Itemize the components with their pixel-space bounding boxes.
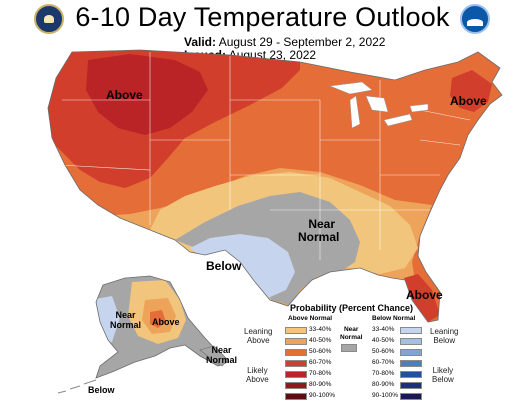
conus-outline [47,49,503,323]
valid-line: Valid: August 29 - September 2, 2022 [184,35,385,49]
legend-likely-above: Likely Above [246,366,269,384]
alaska-near-word-2: Normal [110,320,142,330]
legend-swatch-below-5 [400,382,422,389]
legend-swatch-above-4 [285,371,307,378]
legend-swatch-above-5 [285,382,307,389]
legend-label-below-4: 70-80% [372,370,395,377]
label-near-normal-central: Near Normal [298,218,339,244]
legend-label-above-4: 70-80% [309,370,332,377]
legend-swatch-below-3 [400,360,422,367]
legend-near-word-2: Normal [340,334,363,341]
legend-below-header: Below Normal [372,315,416,322]
legend-label-above-3: 60-70% [309,359,332,366]
great-lakes [329,81,429,129]
label-near-normal-alaska: Near Normal [110,310,141,330]
legend-title: Probability (Percent Chance) [290,303,414,313]
commerce-seal-icon [34,4,64,34]
leaning-below-word-2: Below [433,336,456,345]
leaning-above-word-2: Above [246,336,270,345]
label-near-normal-panhandle: Near Normal [206,345,237,365]
legend-label-below-5: 80-90% [372,381,395,388]
label-below-aleutians: Below [88,385,115,395]
legend-label-above-0: 33-40% [309,326,332,333]
label-above-florida: Above [406,288,443,302]
state-boundaries [59,52,471,260]
legend-swatch-above-1 [285,338,307,345]
page-title: 6-10 Day Temperature Outlook [75,2,450,32]
valid-dates: August 29 - September 2, 2022 [218,35,386,49]
legend-swatch-above-2 [285,349,307,356]
panhandle-near-word-2: Normal [206,355,238,365]
above-70-80-core [86,54,208,135]
above-60-70-florida [404,274,440,322]
above-60-70-northeast [450,70,492,112]
legend-swatch-below-6 [400,393,422,400]
label-above-northeast: Above [450,94,487,108]
label-above-west: Above [106,88,143,102]
alaska-outline [95,275,229,379]
alaska-panhandle [199,345,229,367]
alaska-above-50-60 [150,310,166,328]
likely-below-word-1: Likely [432,366,454,375]
legend-swatch-below-1 [400,338,422,345]
leaning-below-word-1: Leaning [430,327,459,336]
likely-below-word-2: Below [432,375,454,384]
label-above-alaska: Above [152,317,180,327]
likely-above-word-2: Above [246,375,269,384]
legend-likely-below: Likely Below [432,366,454,384]
leaning-above-word-1: Leaning [244,327,273,336]
legend-swatch-below-4 [400,371,422,378]
panhandle-near-word-1: Near [211,345,232,355]
legend-label-above-1: 40-50% [309,337,332,344]
near-normal-word-2: Normal [298,230,340,244]
legend-near-word-1: Near [343,326,359,333]
legend-swatch-above-3 [285,360,307,367]
legend-swatch-below-0 [400,327,422,334]
legend-label-below-6: 90-100% [372,392,399,399]
legend-swatch-above-6 [285,393,307,400]
legend-leaning-above: Leaning Above [244,327,272,345]
legend-label-below-3: 60-70% [372,359,395,366]
legend-swatch-above-0 [285,327,307,334]
likely-above-word-1: Likely [247,366,268,375]
legend-label-below-0: 33-40% [372,326,395,333]
legend-label-above-6: 90-100% [309,392,336,399]
near-normal-word-1: Near [308,217,336,231]
legend-leaning-below: Leaning Below [430,327,458,345]
aleutian-islands [57,379,97,394]
conus-probability-layers [48,50,502,322]
noaa-logo-icon [460,4,490,34]
alaska-near-word-1: Near [115,310,136,320]
legend-label-above-5: 80-90% [309,381,332,388]
legend-label-above-2: 50-60% [309,348,332,355]
legend-swatch-near-normal [341,344,357,352]
legend-label-below-2: 50-60% [372,348,395,355]
legend-swatch-below-2 [400,349,422,356]
label-below-texas: Below [206,259,242,273]
legend-near-header: Near Normal [340,326,362,342]
legend-above-header: Above Normal [288,315,333,322]
legend-label-below-1: 40-50% [372,337,395,344]
valid-label: Valid: [184,35,217,49]
